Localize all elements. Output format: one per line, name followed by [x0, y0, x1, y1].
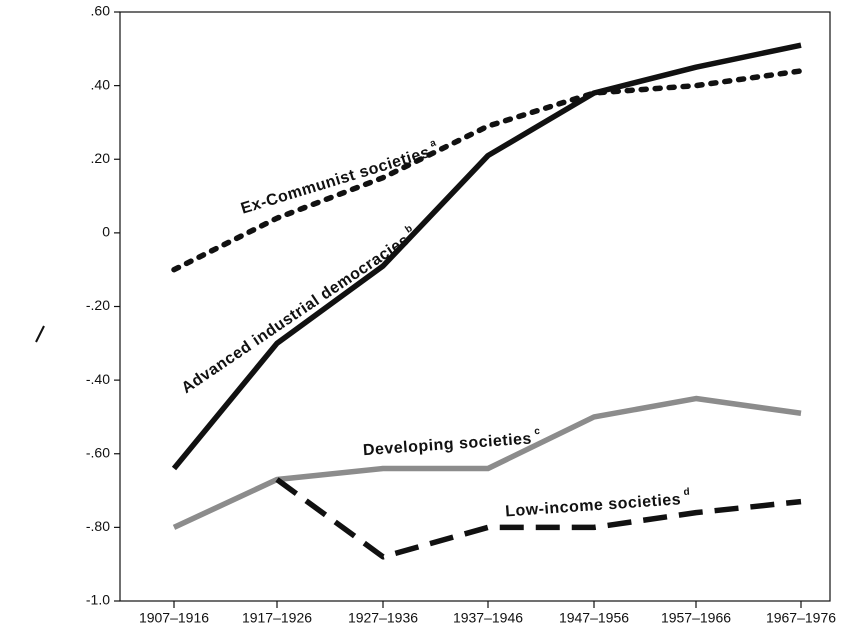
series-line	[174, 45, 801, 468]
series-name: Developing societies	[362, 431, 532, 460]
stray-mark	[36, 326, 44, 342]
y-tick-label: -.80	[86, 518, 110, 534]
y-tick-label: -.20	[86, 297, 110, 313]
series-note: c	[534, 425, 541, 436]
y-tick-label: .60	[91, 3, 111, 19]
x-tick-label: 1927–1936	[348, 610, 418, 626]
plot-frame	[120, 12, 830, 601]
x-tick-label: 1957–1966	[661, 610, 731, 626]
x-tick-label: 1907–1916	[139, 610, 209, 626]
x-tick-label: 1947–1956	[559, 610, 629, 626]
series-name: Advanced industrial democracies	[179, 232, 413, 397]
y-tick-label: 0	[102, 224, 110, 240]
series-name: Ex-Communist societies	[239, 144, 432, 218]
series-line	[174, 399, 801, 528]
series-note: a	[429, 137, 438, 149]
y-tick-label: -1.0	[86, 592, 110, 608]
y-tick-label: .20	[91, 150, 111, 166]
y-tick-label: -.40	[86, 371, 110, 387]
chart: -1.0 -.80 -.60 -.40 -.20 0 .20 .40 .60 1907–1916 1…	[0, 0, 860, 632]
series-line	[174, 71, 801, 270]
x-tick-label: 1917–1926	[242, 610, 312, 626]
x-tick-label: 1967–1976	[766, 610, 836, 626]
y-tick-label: -.60	[86, 444, 110, 460]
y-tick-label: .40	[91, 76, 111, 92]
series-label: Ex-Communist societiesa	[238, 137, 441, 218]
series-note: d	[683, 486, 690, 497]
x-tick-label: 1937–1946	[453, 610, 523, 626]
